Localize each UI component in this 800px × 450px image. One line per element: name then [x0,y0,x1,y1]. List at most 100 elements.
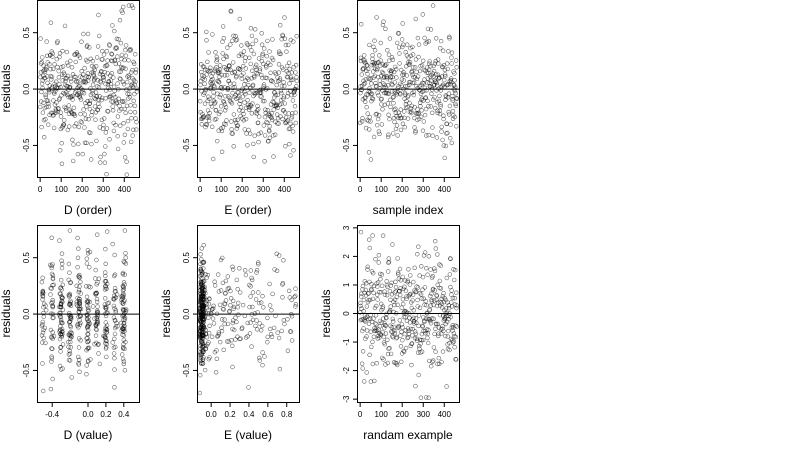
scatter-point [211,156,216,162]
scatter-point [201,243,206,248]
scatter-point [197,325,203,330]
scatter-point [428,27,434,32]
scatter-points [37,3,140,177]
scatter-point [76,325,81,330]
scatter-point [385,360,390,366]
x-tick-label: 100 [215,185,229,194]
scatter-point [280,281,286,286]
scatter-point [109,70,115,76]
scatter-point [67,270,72,275]
scatter-point [259,94,264,99]
scatter-point [76,53,81,58]
scatter-point [418,103,423,109]
scatter-point [98,154,103,160]
y-axis-label: residuals [319,64,333,112]
scatter-point [62,23,68,29]
scatter-point [417,305,423,310]
scatter-point [424,303,429,308]
scatter-point [259,328,264,333]
scatter-point [396,272,401,277]
x-tick-label: 0.0 [82,410,94,419]
scatter-point [55,39,60,44]
scatter-point [66,310,72,316]
scatter-point [40,297,45,302]
y-tick-label: 0.5 [22,252,31,264]
scatter-point [372,378,377,384]
scatter-point [370,339,375,344]
scatter-point [443,73,448,79]
scatter-point [134,86,139,91]
scatter-point [50,336,55,341]
scatter-point [387,58,392,63]
x-tick-label: 300 [257,185,271,194]
scatter-point [394,67,399,72]
scatter-point [69,65,75,70]
scatter-point [110,241,115,247]
scatter-point [446,91,452,96]
scatter-point [431,302,436,308]
scatter-point [420,274,426,280]
scatter-point [249,344,254,349]
scatter-point [403,278,408,283]
x-axis-label: E (order) [224,203,271,217]
scatter-point [405,278,410,283]
scatter-point [211,98,217,104]
scatter-point [242,127,248,132]
scatter-point [68,76,74,82]
scatter-point [245,75,250,81]
scatter-point [265,38,270,44]
scatter-point [288,329,293,334]
scatter-point [60,299,65,305]
scatter-point [210,124,215,130]
scatter-point [436,333,441,339]
scatter-point [121,65,126,70]
scatter-point [103,341,108,346]
scatter-point [413,331,418,336]
scatter-point [50,54,55,59]
scatter-point [415,35,421,41]
scatter-point [67,313,73,318]
scatter-point [67,84,73,90]
scatter-point [278,51,283,57]
scatter-point [407,62,412,67]
scatter-point [449,55,454,60]
scatter-point [290,123,295,129]
scatter-point [378,277,383,282]
scatter-point [122,99,127,104]
scatter-point [406,93,411,98]
scatter-point [250,41,255,47]
scatter-point [80,151,85,157]
scatter-point [401,314,407,320]
scatter-point [398,127,404,133]
scatter-point [104,327,109,332]
scatter-point [263,63,269,68]
scatter-point [40,55,45,60]
y-axis-label: residuals [0,289,13,337]
scatter-point [371,271,376,276]
scatter-point [437,75,442,81]
scatter-point [225,87,231,92]
scatter-point [382,289,387,294]
scatter-point [63,76,68,81]
y-tick-label: -0.5 [22,363,31,377]
scatter-point [86,74,92,80]
x-axis-label: D (value) [64,428,113,442]
scatter-point [78,338,83,343]
scatter-point [67,228,73,233]
scatter-point [423,331,428,336]
scatter-point [358,300,363,306]
scatter-point [214,311,220,316]
scatter-point [443,333,448,339]
scatter-point [431,63,436,69]
scatter-point [133,67,139,72]
scatter-point [238,105,244,110]
scatter-point [94,282,99,287]
scatter-point [249,275,254,281]
scatter-point [277,366,283,372]
scatter-point [107,43,112,48]
scatter-point [423,106,429,112]
scatter-point [405,310,410,316]
scatter-point [58,349,63,354]
scatter-point [243,91,248,97]
scatter-point [58,84,63,90]
